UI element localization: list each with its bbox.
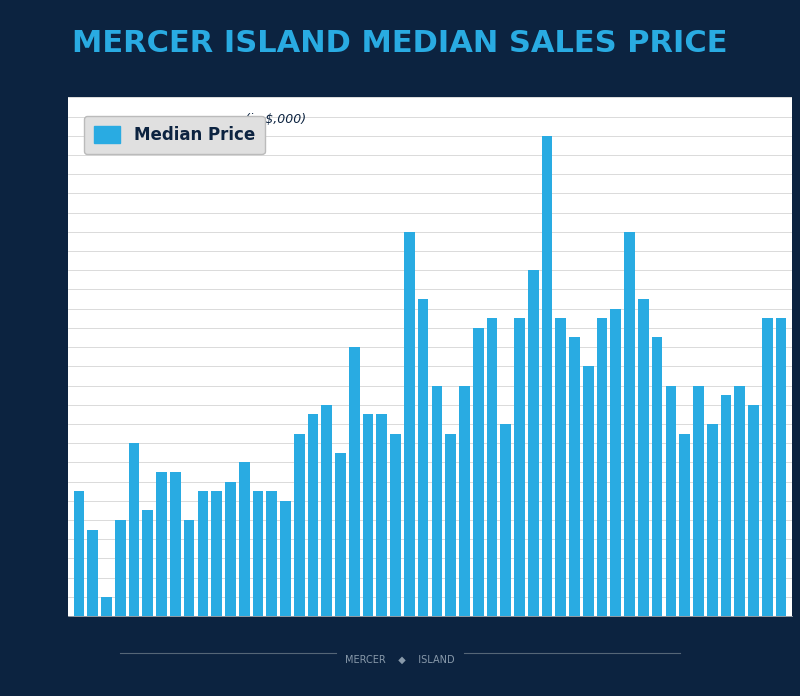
Bar [583, 366, 594, 696]
Bar [211, 491, 222, 696]
Bar [87, 530, 98, 696]
Bar [638, 299, 649, 696]
Bar [486, 318, 498, 696]
Bar [170, 472, 181, 696]
Bar [335, 452, 346, 696]
Bar [500, 424, 511, 696]
Bar [569, 338, 580, 696]
Bar [652, 338, 662, 696]
Bar [253, 491, 263, 696]
Bar [308, 414, 318, 696]
Bar [514, 318, 525, 696]
Bar [610, 309, 621, 696]
Bar [101, 596, 112, 696]
Bar [74, 491, 84, 696]
Bar [666, 386, 676, 696]
Bar [225, 482, 236, 696]
Bar [362, 414, 374, 696]
Bar [748, 404, 759, 696]
Bar [679, 434, 690, 696]
Bar [142, 510, 154, 696]
Bar [693, 386, 704, 696]
Bar [734, 386, 745, 696]
Text: MERCER    ◆    ISLAND: MERCER ◆ ISLAND [345, 655, 455, 665]
Bar [624, 232, 635, 696]
Bar [706, 424, 718, 696]
Bar [721, 395, 731, 696]
Legend: Median Price: Median Price [83, 116, 265, 155]
Bar [156, 472, 167, 696]
Bar [431, 386, 442, 696]
Bar [776, 318, 786, 696]
Bar [473, 328, 483, 696]
Bar [446, 434, 456, 696]
Text: (in $,000): (in $,000) [246, 113, 306, 126]
Bar [555, 318, 566, 696]
Bar [322, 404, 332, 696]
Bar [542, 136, 552, 696]
Text: MERCER ISLAND MEDIAN SALES PRICE: MERCER ISLAND MEDIAN SALES PRICE [72, 29, 728, 58]
Bar [198, 491, 208, 696]
Bar [280, 500, 291, 696]
Bar [239, 462, 250, 696]
Bar [597, 318, 607, 696]
Bar [115, 520, 126, 696]
Bar [294, 434, 305, 696]
Bar [377, 414, 387, 696]
Bar [349, 347, 360, 696]
Bar [184, 520, 194, 696]
Bar [762, 318, 773, 696]
Bar [266, 491, 277, 696]
Bar [528, 270, 538, 696]
Bar [418, 299, 429, 696]
Bar [459, 386, 470, 696]
Bar [404, 232, 414, 696]
Bar [129, 443, 139, 696]
Bar [390, 434, 401, 696]
